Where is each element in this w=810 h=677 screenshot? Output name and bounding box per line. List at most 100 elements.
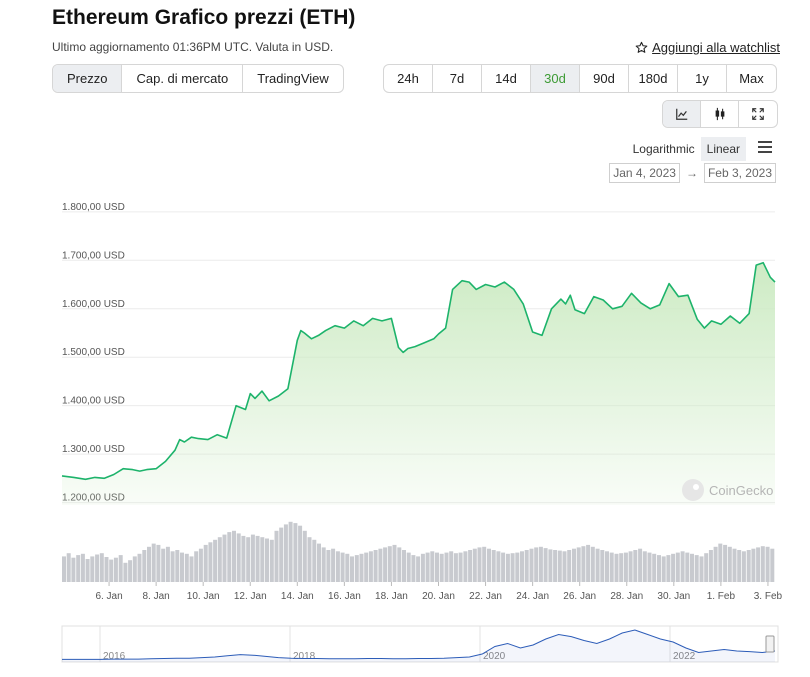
volume-bar	[180, 552, 184, 582]
volume-bar	[690, 553, 694, 582]
volume-bar	[581, 546, 586, 582]
add-to-watchlist-link[interactable]: Aggiungi alla watchlist	[635, 40, 780, 55]
volume-bar	[151, 543, 156, 582]
y-tick-label: 1.700,00 USD	[62, 250, 125, 261]
volume-bar	[694, 555, 699, 582]
volume-bar	[255, 535, 260, 582]
x-tick-label: 12. Jan	[234, 591, 267, 602]
volume-bar	[118, 555, 123, 582]
tab-prezzo[interactable]: Prezzo	[53, 65, 123, 92]
volume-bar	[661, 556, 666, 582]
volume-bar	[458, 552, 463, 582]
volume-bar	[685, 552, 690, 582]
navigator-line	[62, 629, 776, 660]
volume-bar	[501, 552, 506, 582]
volume-bar	[175, 550, 180, 582]
page-title: Ethereum Grafico prezzi (ETH)	[52, 6, 356, 29]
volume-bar	[477, 547, 482, 582]
range-180d[interactable]: 180d	[629, 65, 678, 92]
volume-bar	[373, 550, 378, 582]
line-chart-icon	[675, 108, 687, 120]
view-tabs: Prezzo Cap. di mercato TradingView	[52, 64, 344, 93]
x-tick-label: 6. Jan	[95, 591, 122, 602]
volume-bar	[345, 553, 350, 582]
volume-bar	[600, 550, 605, 582]
volume-bar	[411, 555, 416, 582]
volume-bar	[751, 548, 756, 582]
volume-bar	[487, 548, 491, 582]
volume-bar	[85, 559, 90, 582]
volume-bar	[364, 552, 369, 582]
volume-bar	[628, 551, 633, 582]
range-1y[interactable]: 1y	[678, 65, 727, 92]
date-from-input[interactable]: Jan 4, 2023	[609, 163, 680, 183]
volume-bar	[741, 551, 746, 582]
y-tick-label: 1.600,00 USD	[62, 299, 125, 310]
y-tick-label: 1.800,00 USD	[62, 202, 125, 213]
volume-bar	[113, 557, 118, 582]
volume-bar	[420, 553, 425, 582]
volume-bar	[340, 552, 345, 582]
range-14d[interactable]: 14d	[482, 65, 531, 92]
range-90d[interactable]: 90d	[580, 65, 629, 92]
volume-bar	[425, 552, 430, 582]
volume-bar	[524, 550, 529, 582]
navigator-handle[interactable]	[765, 635, 775, 653]
volume-bar	[194, 551, 199, 582]
date-to-input[interactable]: Feb 3, 2023	[703, 163, 776, 183]
date-range-arrow: →	[685, 166, 698, 180]
range-30d[interactable]: 30d	[531, 65, 580, 92]
volume-bar	[260, 537, 265, 582]
navigator-frame	[61, 625, 779, 663]
volume-bar	[633, 550, 638, 582]
volume-bar	[350, 556, 354, 582]
fullscreen-button[interactable]	[739, 101, 777, 127]
range-max[interactable]: Max	[739, 71, 764, 86]
volume-bar	[472, 548, 477, 582]
volume-bar	[198, 548, 203, 582]
volume-bar	[392, 544, 397, 582]
volume-bar	[614, 553, 619, 582]
x-tick-label: 8. Jan	[143, 591, 170, 602]
volume-bar	[132, 556, 137, 582]
volume-bar	[756, 547, 761, 582]
time-range-selector: 24h 7d 14d 30d 90d 180d 1y Max	[383, 64, 777, 93]
candlestick-chart-button[interactable]	[701, 101, 739, 127]
coingecko-logo-icon	[682, 479, 704, 501]
x-tick-label: 1. Feb	[707, 591, 736, 602]
volume-bar	[99, 553, 104, 582]
volume-bar	[746, 550, 751, 582]
range-7d[interactable]: 7d	[433, 65, 482, 92]
x-tick-label: 20. Jan	[422, 591, 455, 602]
logarithmic-option[interactable]: Logarithmic	[632, 142, 695, 156]
volume-bar	[298, 525, 303, 582]
range-24h[interactable]: 24h	[384, 65, 433, 92]
line-chart-button[interactable]	[663, 101, 701, 127]
volume-bar	[142, 550, 147, 582]
price-chart[interactable]: 1.800,00 USD 1.700,00 USD 1.600,00 USD 1.50…	[0, 190, 810, 677]
y-tick-label: 1.500,00 USD	[62, 347, 125, 358]
chart-type-toolbar	[662, 100, 778, 128]
hamburger-menu-icon[interactable]	[757, 140, 773, 154]
volume-bar	[468, 550, 473, 582]
volume-bar	[406, 552, 411, 582]
x-tick-label: 30. Jan	[657, 591, 690, 602]
x-tick-label: 14. Jan	[281, 591, 314, 602]
volume-bar	[496, 551, 501, 582]
volume-bar	[184, 553, 189, 582]
x-tick-label: 28. Jan	[610, 591, 643, 602]
scale-selector: Logarithmic Linear	[627, 137, 776, 161]
volume-bar	[246, 537, 251, 582]
linear-option[interactable]: Linear	[700, 137, 746, 161]
volume-bar	[307, 537, 312, 582]
y-tick-label: 1.300,00 USD	[62, 444, 125, 455]
tab-cap-di-mercato[interactable]: Cap. di mercato	[122, 65, 244, 92]
volume-bar	[439, 553, 444, 582]
navigator-area	[62, 630, 775, 662]
x-tick-label: 3. Feb	[754, 591, 783, 602]
volume-bar	[609, 552, 614, 582]
volume-bar	[213, 539, 218, 582]
volume-bar	[770, 548, 775, 582]
volume-bar	[90, 556, 95, 582]
tab-tradingview[interactable]: TradingView	[257, 71, 329, 86]
